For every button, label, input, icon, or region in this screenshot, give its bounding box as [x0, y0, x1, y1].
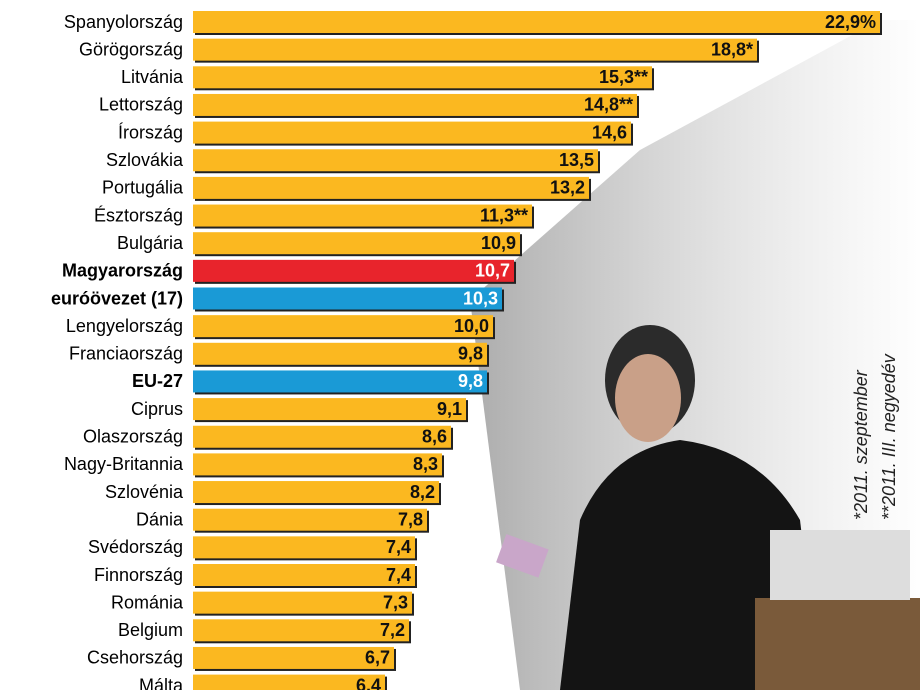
category-label: Lettország [99, 95, 183, 115]
category-label: Lengyelország [66, 316, 183, 336]
value-label: 18,8* [711, 39, 753, 59]
value-label: 22,9% [825, 12, 876, 32]
category-label: Olaszország [83, 427, 183, 447]
bar [193, 591, 412, 614]
value-label: 13,5 [559, 150, 594, 170]
footnote: *2011. szeptember [851, 369, 871, 520]
bar [193, 564, 415, 586]
value-label: 8,2 [410, 482, 435, 502]
bar [193, 398, 466, 421]
bar [193, 425, 451, 448]
bar [193, 38, 757, 61]
category-label: Csehország [87, 648, 183, 668]
value-label: 14,6 [592, 122, 627, 142]
category-label: Írország [118, 122, 183, 142]
category-label: euróövezet (17) [51, 288, 183, 308]
value-label: 14,8** [584, 95, 633, 115]
category-label: Portugália [102, 178, 184, 198]
value-label: 7,8 [398, 509, 423, 529]
bar [193, 204, 532, 227]
value-label: 7,4 [386, 565, 411, 585]
value-label: 11,3** [480, 205, 528, 225]
bar [193, 481, 439, 504]
bar [193, 259, 514, 282]
category-label: Bulgária [117, 233, 184, 253]
category-label: Nagy-Britannia [64, 454, 184, 474]
category-label: Spanyolország [64, 12, 183, 32]
bar [193, 66, 652, 89]
value-label: 6,4 [356, 675, 381, 690]
value-label: 10,9 [481, 233, 516, 253]
value-label: 9,1 [437, 399, 462, 419]
category-label: Szlovákia [106, 150, 184, 170]
category-label: Litvánia [121, 67, 184, 87]
category-label: EU-27 [132, 371, 183, 391]
value-label: 10,7 [475, 261, 510, 281]
category-label: Ciprus [131, 399, 183, 419]
footnote: **2011. III. negyedév [879, 353, 899, 520]
value-label: 7,3 [383, 592, 408, 612]
photo [496, 325, 920, 690]
bar [193, 370, 487, 393]
category-label: Dánia [136, 509, 184, 529]
category-label: Észtország [94, 205, 183, 225]
category-label: Finnország [94, 565, 183, 585]
bar [193, 453, 442, 476]
value-label: 15,3** [599, 67, 648, 87]
bar [193, 315, 493, 338]
value-label: 10,3 [463, 288, 498, 308]
bar [193, 287, 502, 310]
bar [193, 536, 415, 559]
category-label: Franciaország [69, 344, 183, 364]
category-label: Málta [139, 675, 184, 690]
value-label: 13,2 [550, 178, 585, 198]
category-label: Magyarország [62, 261, 183, 281]
bar [193, 232, 520, 255]
value-label: 6,7 [365, 648, 390, 668]
category-label: Svédország [88, 537, 183, 557]
bar [193, 508, 427, 531]
bar [193, 11, 880, 33]
value-label: 7,2 [380, 620, 405, 640]
bar [193, 149, 598, 172]
category-label: Görögország [79, 39, 183, 59]
bar [193, 342, 487, 365]
value-label: 8,6 [422, 427, 447, 447]
value-label: 7,4 [386, 537, 411, 557]
category-label: Románia [111, 592, 184, 612]
bar [193, 93, 637, 116]
category-label: Szlovénia [105, 482, 184, 502]
bar [193, 674, 385, 690]
value-label: 9,8 [458, 371, 483, 391]
bar [193, 121, 631, 144]
category-label: Belgium [118, 620, 183, 640]
bar [193, 646, 394, 669]
bar [193, 619, 409, 642]
value-label: 8,3 [413, 454, 438, 474]
bar [193, 176, 589, 199]
value-label: 10,0 [454, 316, 489, 336]
value-label: 9,8 [458, 344, 483, 364]
